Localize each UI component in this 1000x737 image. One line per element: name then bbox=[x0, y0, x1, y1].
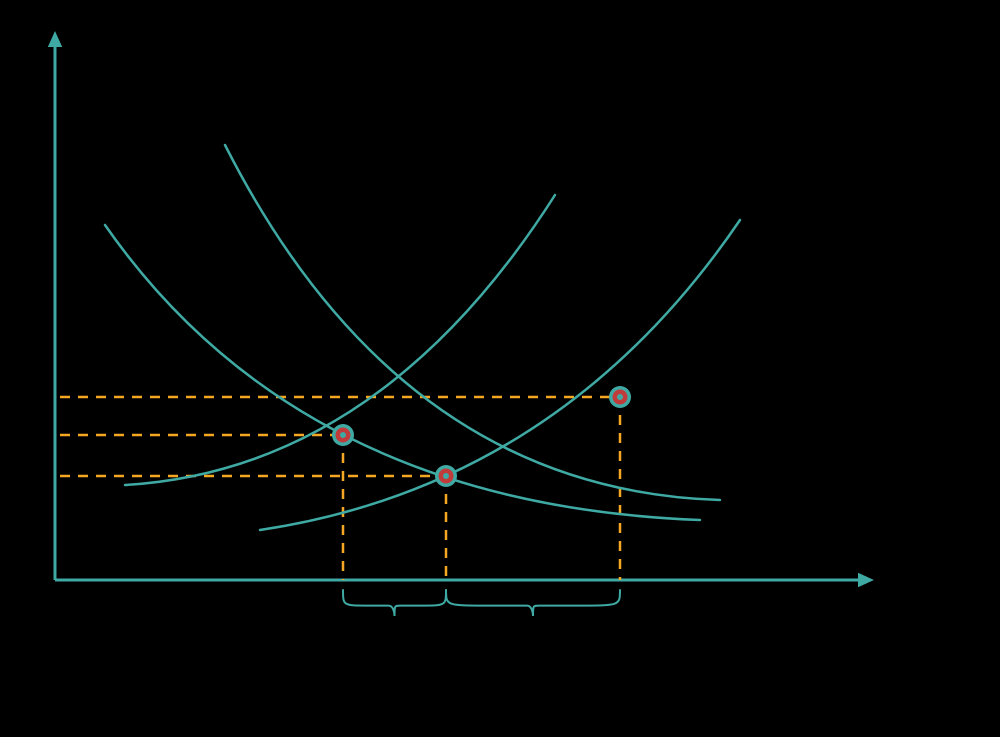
supply-demand-chart bbox=[0, 0, 1000, 737]
equilibrium-E2-inner bbox=[443, 473, 449, 479]
equilibrium-E1-inner bbox=[340, 432, 346, 438]
equilibrium-E3-inner bbox=[617, 394, 623, 400]
chart-background bbox=[0, 0, 1000, 737]
